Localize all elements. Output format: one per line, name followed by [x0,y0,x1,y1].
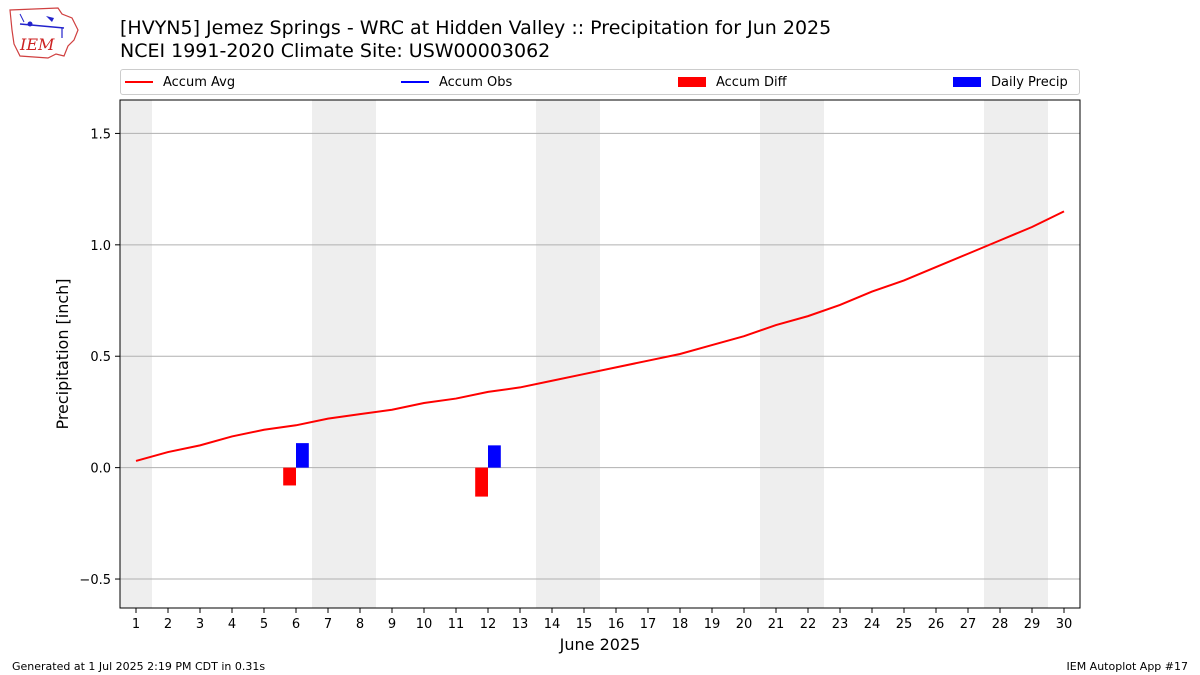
bar-daily-precip-day-6 [296,443,309,468]
legend-item-accum-diff: Accum Diff [678,70,787,94]
svg-text:IEM: IEM [19,35,55,54]
legend: Accum Avg Accum Obs Accum Diff Daily Pre… [120,69,1080,95]
x-tick-label: 23 [832,617,849,632]
x-tick-label: 14 [544,617,561,632]
y-tick-label: 0.0 [90,462,111,477]
x-tick-label: 16 [608,617,625,632]
x-axis-label: June 2025 [559,635,641,654]
x-tick-label: 10 [416,617,433,632]
bar-accum-diff-day-6 [283,467,296,486]
legend-item-accum-obs: Accum Obs [401,70,512,94]
chart-subtitle: NCEI 1991-2020 Climate Site: USW00003062 [120,40,551,62]
iem-logo: IEM [9,7,79,59]
legend-label-accum-diff: Accum Diff [716,74,787,90]
x-tick-label: 24 [864,617,881,632]
legend-item-accum-avg: Accum Avg [125,70,235,94]
y-tick-label: 0.5 [90,350,111,365]
bar-accum-diff-day-12 [475,467,488,497]
x-tick-label: 15 [576,617,593,632]
x-tick-label: 9 [388,617,396,632]
legend-label-accum-obs: Accum Obs [439,74,513,90]
x-tick-label: 29 [1024,617,1041,632]
x-tick-label: 27 [960,617,977,632]
x-tick-label: 3 [196,617,204,632]
weekend-band-4 [984,100,1048,608]
x-tick-label: 18 [672,617,689,632]
x-tick-label: 2 [164,617,172,632]
x-tick-label: 19 [704,617,721,632]
weekend-band-3 [760,100,824,608]
x-tick-label: 8 [356,617,364,632]
plot-frame [119,99,1081,609]
legend-swatch-accum-diff [678,77,706,87]
y-tick-label: 1.5 [90,127,111,142]
x-tick-label: 11 [448,617,465,632]
x-tick-label: 17 [640,617,657,632]
generated-timestamp: Generated at 1 Jul 2025 2:19 PM CDT in 0… [12,660,266,673]
x-tick-label: 7 [324,617,332,632]
x-tick-label: 28 [992,617,1009,632]
legend-swatch-accum-avg [125,81,153,83]
x-tick-label: 22 [800,617,817,632]
y-tick-label: −0.5 [79,573,111,588]
x-tick-label: 6 [292,617,300,632]
autoplot-credit: IEM Autoplot App #17 [1066,660,1189,673]
chart-title: [HVYN5] Jemez Springs - WRC at Hidden Va… [120,17,832,39]
x-tick-label: 12 [480,617,497,632]
x-tick-label: 20 [736,617,753,632]
series-line-accum-avg [135,210,1065,462]
x-tick-label: 30 [1056,617,1073,632]
weekend-band-2 [536,100,600,608]
legend-swatch-accum-obs [401,81,429,83]
y-tick-label: 1.0 [90,239,111,254]
x-tick-label: 4 [228,617,236,632]
weekend-band-0 [120,100,152,608]
x-tick-label: 21 [768,617,785,632]
x-tick-label: 25 [896,617,913,632]
weekend-band-1 [312,100,376,608]
x-tick-label: 13 [512,617,529,632]
legend-label-daily-precip: Daily Precip [991,74,1068,90]
x-tick-label: 26 [928,617,945,632]
y-axis-label: Precipitation [inch] [53,278,72,429]
legend-item-daily-precip: Daily Precip [953,70,1068,94]
x-tick-label: 1 [132,617,140,632]
x-tick-label: 5 [260,617,268,632]
legend-swatch-daily-precip [953,77,981,87]
bar-daily-precip-day-12 [488,445,501,468]
legend-label-accum-avg: Accum Avg [163,74,236,90]
